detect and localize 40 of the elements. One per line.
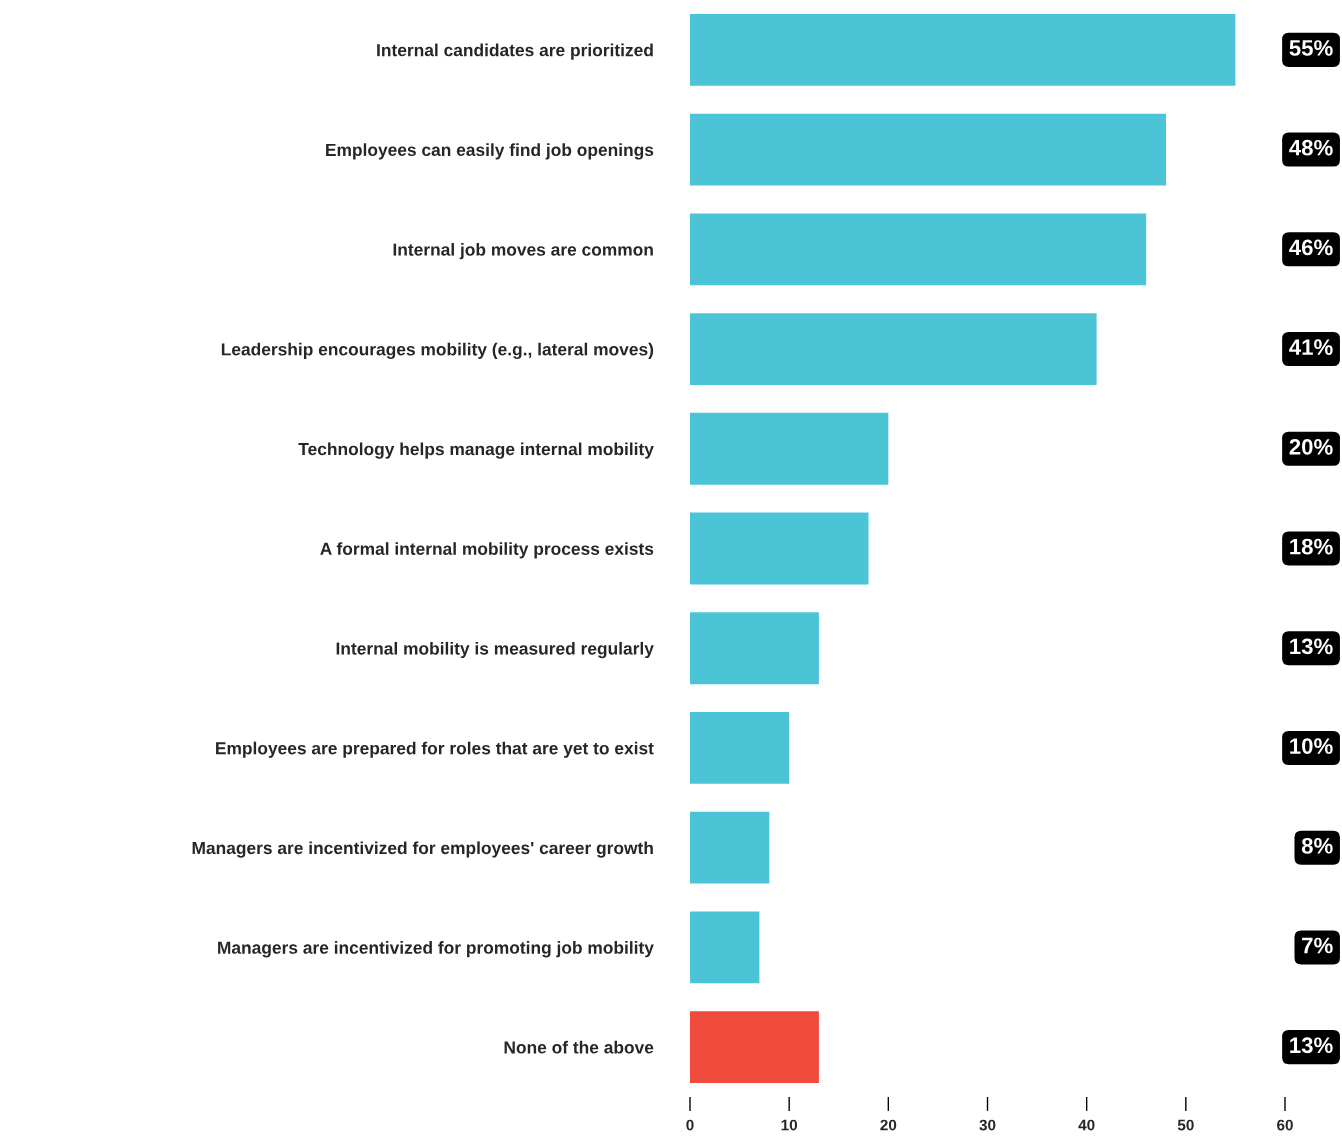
y-tick-label: Leadership encourages mobility (e.g., lateral moves) <box>221 342 654 360</box>
x-tick-label: 0 <box>686 1119 694 1131</box>
y-tick-label: Managers are incentivized for promoting job mobility <box>218 941 654 958</box>
x-tick-label: 30 <box>979 1119 996 1131</box>
x-tick-label: 10 <box>781 1119 798 1131</box>
data-label: 48% <box>1289 139 1333 156</box>
y-tick-label: Employees can easily find job openings <box>326 143 654 160</box>
bar <box>690 811 770 884</box>
bar <box>690 911 760 984</box>
data-label: 8% <box>1301 837 1333 854</box>
data-label: 46% <box>1289 239 1333 256</box>
bar <box>690 313 1097 385</box>
bar <box>690 213 1147 286</box>
data-label: 13% <box>1290 1037 1333 1054</box>
bar <box>690 1011 819 1084</box>
data-label: 20% <box>1289 439 1333 455</box>
y-tick-label: Technology helps manage internal mobility <box>298 442 654 459</box>
y-tick-label: Internal candidates are prioritized <box>377 43 653 60</box>
bar <box>690 612 819 685</box>
data-label: 41% <box>1289 339 1333 355</box>
y-tick-label: Managers are incentivized for employees' career growth <box>192 841 653 858</box>
data-label: 7% <box>1302 937 1333 954</box>
y-tick-label: None of the above <box>504 1040 654 1054</box>
data-label: 55% <box>1289 40 1333 56</box>
x-tick-label: 40 <box>1078 1119 1095 1131</box>
bar <box>690 512 869 585</box>
x-tick-label: 60 <box>1277 1119 1293 1131</box>
x-tick-label: 20 <box>880 1119 897 1131</box>
data-label: 10% <box>1290 738 1333 754</box>
bar <box>690 712 790 784</box>
bar <box>690 412 889 485</box>
y-tick-label: Employees are prepared for roles that are yet to exist <box>216 741 654 758</box>
x-tick-label: 50 <box>1177 1119 1194 1131</box>
data-label: 13% <box>1290 638 1333 655</box>
data-label: 18% <box>1290 538 1333 555</box>
bar <box>690 13 1236 86</box>
y-tick-label: A formal internal mobility process exists <box>320 542 654 559</box>
y-tick-label: Internal mobility is measured regularly <box>336 641 654 659</box>
bar <box>690 113 1166 186</box>
y-tick-label: Internal job moves are common <box>393 243 653 260</box>
